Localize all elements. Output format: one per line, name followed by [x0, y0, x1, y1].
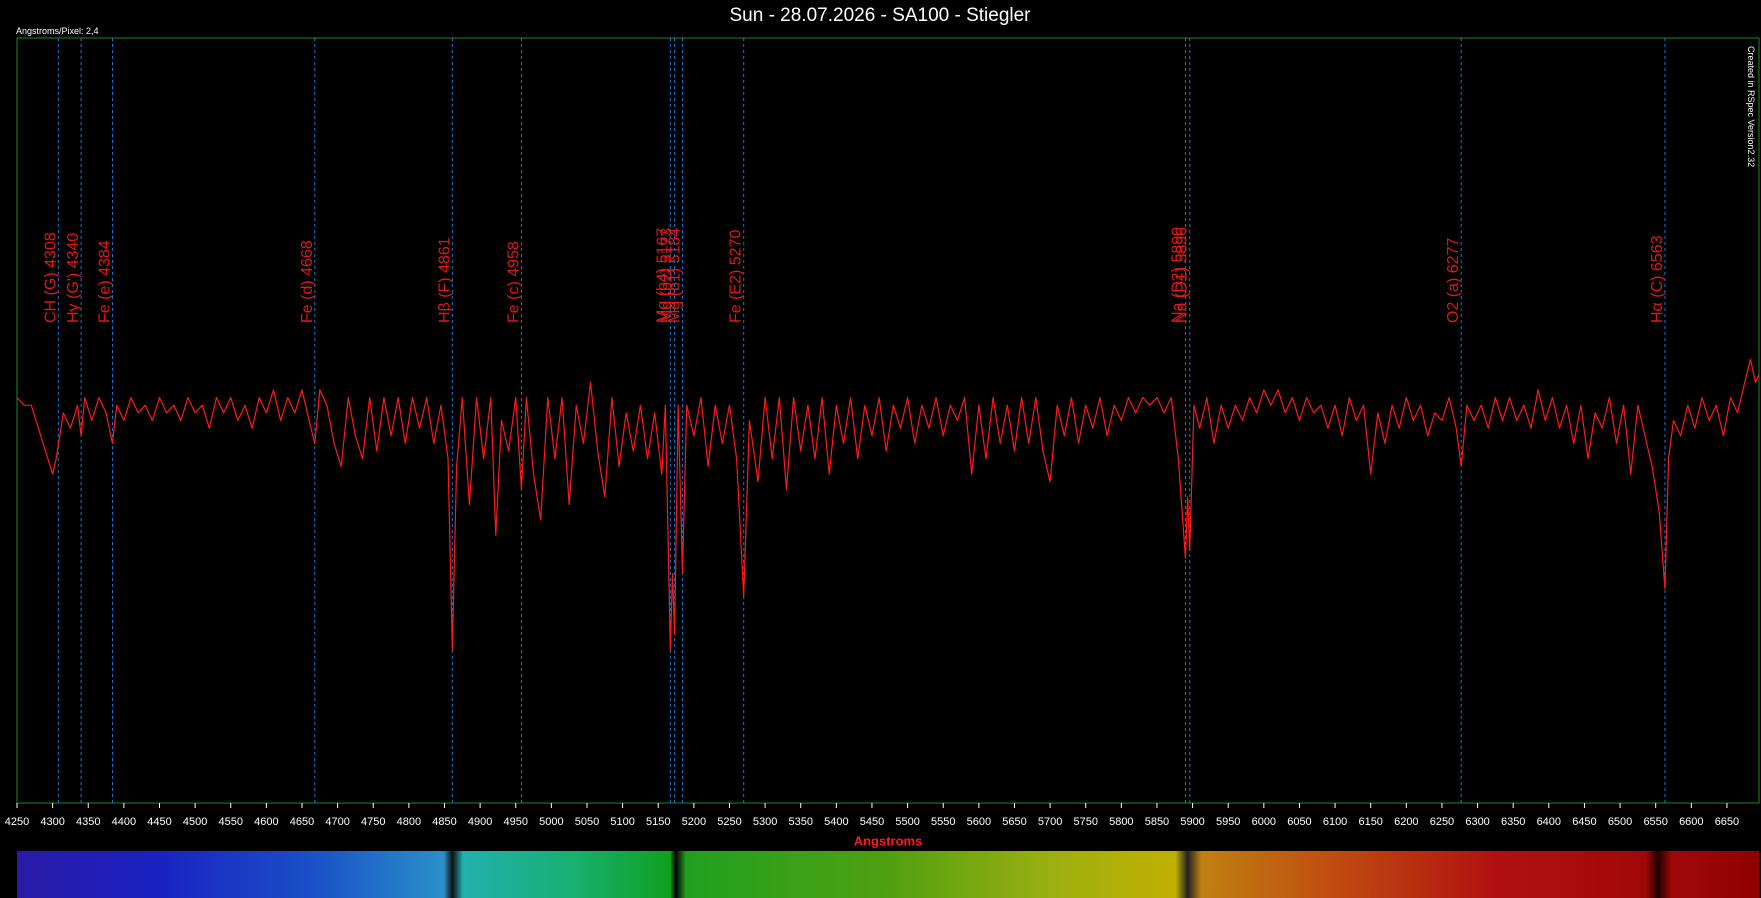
x-tick-label: 4500: [183, 816, 207, 828]
x-tick-label: 6400: [1537, 816, 1561, 828]
x-tick-label: 6100: [1323, 816, 1347, 828]
x-tick-label: 4750: [361, 816, 385, 828]
x-tick-label: 6000: [1252, 816, 1276, 828]
spectrum-strip: [17, 851, 1759, 898]
x-tick-label: 4850: [432, 816, 456, 828]
x-tick-label: 6650: [1715, 816, 1739, 828]
x-tick-label: 4600: [254, 816, 278, 828]
x-tick-label: 4800: [397, 816, 421, 828]
x-tick-label: 5200: [682, 816, 706, 828]
marker-label: Hα (C) 6563: [1649, 235, 1666, 323]
x-tick-label: 4450: [147, 816, 171, 828]
spectrum-line: [16, 358, 1760, 651]
x-tick-label: 5650: [1002, 816, 1026, 828]
x-tick-label: 6350: [1501, 816, 1525, 828]
marker-label: Fe (E2) 5270: [728, 230, 745, 323]
x-tick-label: 5100: [610, 816, 634, 828]
marker-label: Hβ (F) 4861: [436, 237, 453, 323]
x-tick-label: 6500: [1608, 816, 1632, 828]
x-tick-label: 6050: [1287, 816, 1311, 828]
marker-label: O2 (a) 6277: [1445, 238, 1462, 323]
marker-label: CH (G) 4308: [42, 232, 59, 323]
x-tick-label: 4350: [76, 816, 100, 828]
x-axis-label: Angstroms: [854, 833, 923, 848]
x-tick-label: 4950: [503, 816, 527, 828]
x-tick-label: 5850: [1145, 816, 1169, 828]
x-tick-label: 4300: [40, 816, 64, 828]
marker-label: Na (D2) 5890: [1169, 227, 1186, 323]
x-tick-label: 5400: [824, 816, 848, 828]
marker-label: Hγ (G') 4340: [65, 233, 82, 323]
plot-frame: [16, 37, 1760, 804]
x-tick-label: 5500: [895, 816, 919, 828]
x-tick-label: 6250: [1430, 816, 1454, 828]
x-tick-label: 4250: [5, 816, 29, 828]
marker-label: Na (D1) 5896: [1174, 227, 1191, 323]
x-tick-label: 5450: [860, 816, 884, 828]
x-tick-label: 5350: [788, 816, 812, 828]
x-tick-label: 6600: [1679, 816, 1703, 828]
x-tick-label: 5950: [1216, 816, 1240, 828]
x-tick-label: 6150: [1358, 816, 1382, 828]
x-tick-label: 4650: [290, 816, 314, 828]
marker-label: Fe (e) 4384: [96, 240, 113, 323]
x-tick-label: 5050: [575, 816, 599, 828]
chart-title: Sun - 28.07.2026 - SA100 - Stiegler: [729, 5, 1031, 26]
subtitle: Angstroms/Pixel: 2,4: [16, 26, 99, 36]
x-tick-label: 5550: [931, 816, 955, 828]
x-tick-label: 4400: [112, 816, 136, 828]
x-tick-label: 5300: [753, 816, 777, 828]
x-tick-label: 5250: [717, 816, 741, 828]
x-tick-label: 6300: [1465, 816, 1489, 828]
x-tick-label: 5000: [539, 816, 563, 828]
x-tick-label: 6450: [1572, 816, 1596, 828]
x-tick-label: 5600: [967, 816, 991, 828]
x-tick-label: 6550: [1643, 816, 1667, 828]
x-tick-label: 5150: [646, 816, 670, 828]
x-tick-label: 4700: [325, 816, 349, 828]
marker-label: Mg (b1) 5184: [666, 228, 683, 323]
marker-label: Fe (d) 4668: [299, 240, 316, 323]
x-tick-label: 5800: [1109, 816, 1133, 828]
x-tick-label: 5900: [1180, 816, 1204, 828]
marker-label: Mg (b4) 5167: [654, 228, 671, 323]
x-tick-label: 4900: [468, 816, 492, 828]
x-tick-label: 4550: [219, 816, 243, 828]
marker-label: Mg (b2) 5173: [659, 228, 676, 323]
marker-label: Fe (c) 4958: [505, 241, 522, 323]
annotation: Created in RSpec Version2.32: [1746, 46, 1756, 167]
x-tick-label: 5700: [1038, 816, 1062, 828]
x-tick-label: 6200: [1394, 816, 1418, 828]
x-tick-label: 5750: [1073, 816, 1097, 828]
